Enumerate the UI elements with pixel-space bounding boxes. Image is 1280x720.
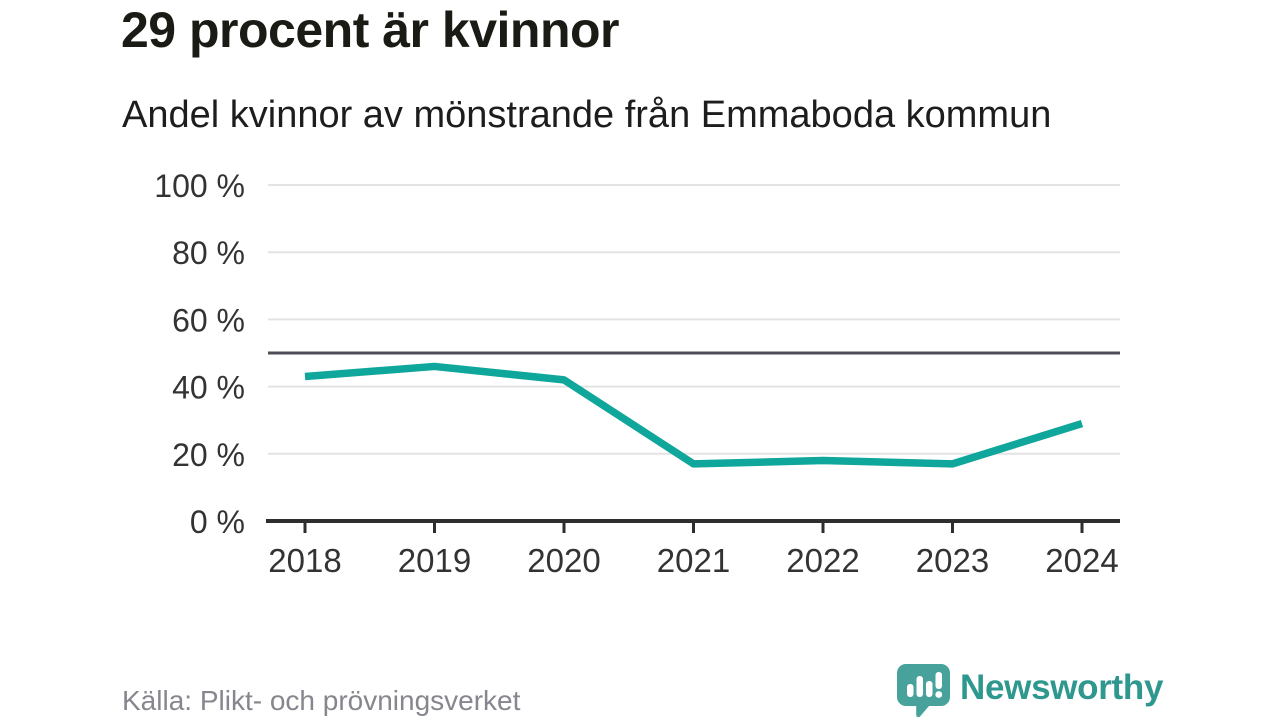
y-tick-label: 20 % [172,437,245,473]
newsworthy-logo: Newsworthy [896,663,1163,718]
chart-title: 29 procent är kvinnor [121,2,620,58]
bar-medium [926,681,933,697]
exclamation-dot [935,691,943,698]
y-tick-label: 60 % [172,302,245,338]
x-tick-label: 2020 [527,542,600,579]
x-tick-label: 2021 [657,542,730,579]
data-line-Andel-kvinnor-av-mönstrande [304,362,1084,468]
x-tick-label: 2018 [268,542,341,579]
source-note: Källa: Plikt- och prövningsverket [122,685,521,716]
x-tick-label: 2022 [786,542,859,579]
y-tick-label: 40 % [172,370,245,406]
bar-tall [916,676,923,697]
x-tick-label: 2023 [916,542,989,579]
bar-short [907,684,914,697]
newsworthy-wordmark: Newsworthy [960,668,1164,707]
x-tick-label: 2019 [398,542,471,579]
y-tick-label: 0 % [190,504,245,540]
speech-bubble-shape [897,664,950,718]
chart-subtitle: Andel kvinnor av mönstrande från Emmabod… [122,94,1052,136]
newsworthy-icon [897,664,950,718]
exclamation-bar [935,672,942,689]
x-tick-label: 2024 [1045,542,1118,579]
y-tick-label: 100 % [154,168,245,204]
y-tick-label: 80 % [172,235,245,271]
